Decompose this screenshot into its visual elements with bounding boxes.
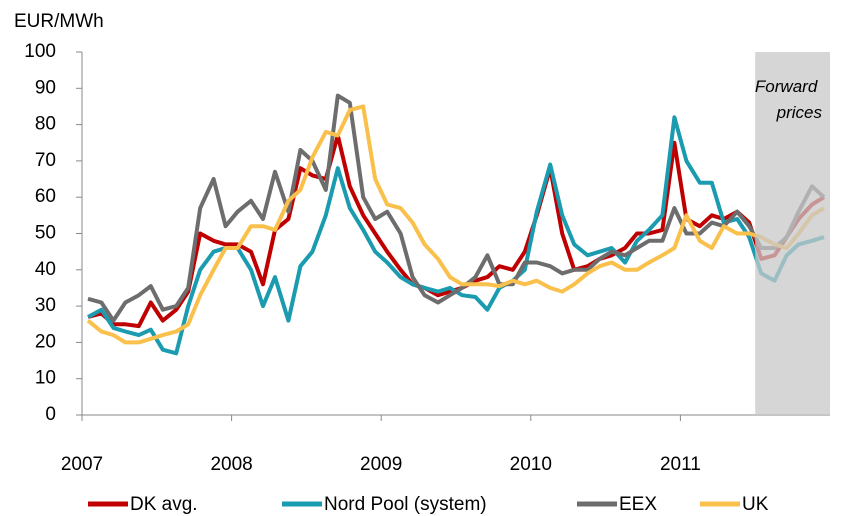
x-tick-label: 2007 <box>61 454 103 475</box>
y-tick-label: 90 <box>35 77 56 98</box>
legend-label: DK avg. <box>130 494 198 515</box>
x-tick-label: 2010 <box>510 454 552 475</box>
series-line <box>86 104 826 345</box>
legend-label: Nord Pool (system) <box>324 494 487 515</box>
y-tick-label: 0 <box>45 404 56 425</box>
y-axis-label: EUR/MWh <box>14 11 104 32</box>
y-tick-label: 10 <box>35 368 56 389</box>
annotation: Forward prices <box>755 77 823 122</box>
legend-label: EEX <box>619 494 657 515</box>
annotation-line: Forward <box>755 77 822 96</box>
y-tick-label: 50 <box>35 223 56 244</box>
y-tick-label: 70 <box>35 150 56 171</box>
y-tick-label: 60 <box>35 186 56 207</box>
x-tick-label: 2011 <box>660 454 701 475</box>
y-tick-label: 80 <box>35 114 56 135</box>
forward-shade <box>755 52 830 415</box>
annotation-line: prices <box>776 103 823 122</box>
legend-label: UK <box>742 494 769 515</box>
y-tick-label: 20 <box>35 331 56 352</box>
y-tick-label: 40 <box>35 259 56 280</box>
y-tick-label: 100 <box>24 41 56 62</box>
x-tick-label: 2008 <box>210 454 252 475</box>
x-tick-label: 2009 <box>360 454 402 475</box>
y-tick-label: 30 <box>35 295 56 316</box>
series-line <box>87 93 826 323</box>
